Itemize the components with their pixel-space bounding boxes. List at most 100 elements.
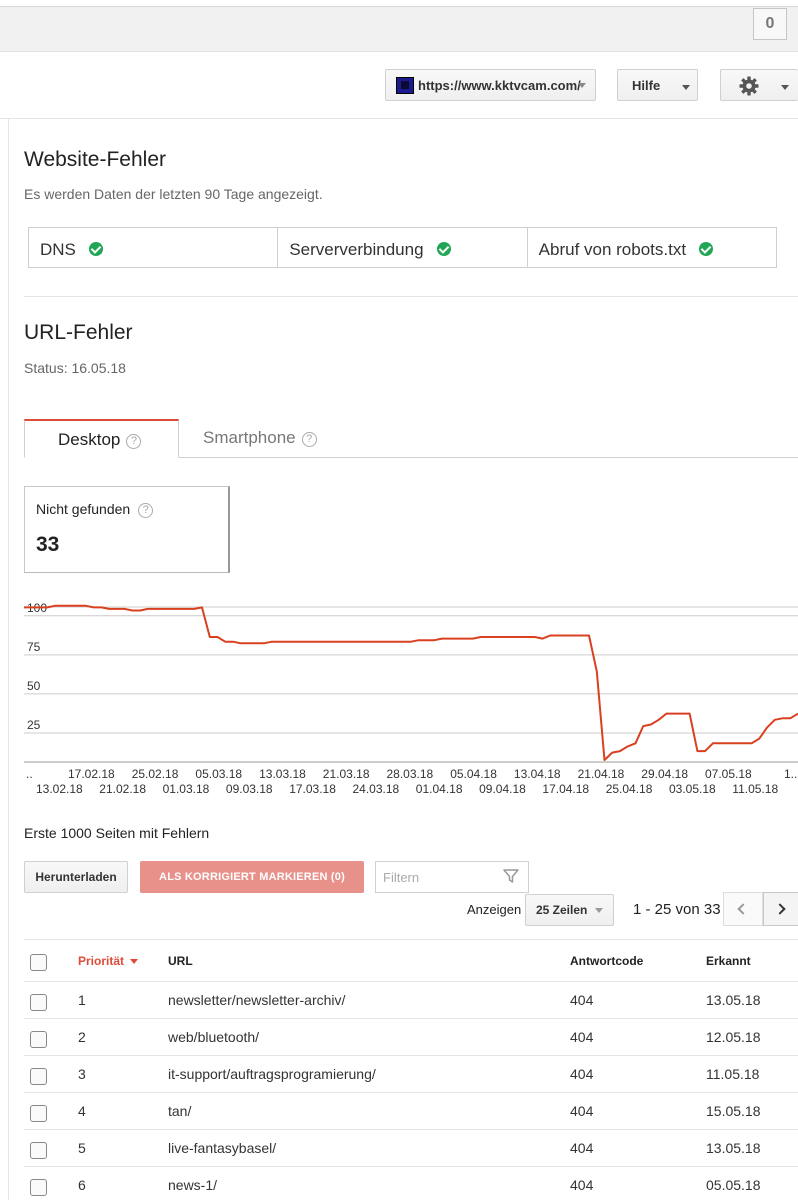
- x-tick-label: 01.04.18: [416, 782, 463, 796]
- chart-series-line: [24, 604, 798, 761]
- url-cell[interactable]: newsletter/newsletter-archiv/: [168, 981, 570, 1019]
- row-checkbox[interactable]: [30, 993, 47, 1011]
- chevron-down-icon: [578, 83, 586, 88]
- gear-icon: [739, 76, 759, 96]
- column-header-priority[interactable]: Priorität: [78, 939, 168, 982]
- next-page-button[interactable]: [763, 892, 798, 926]
- detected-date-cell: 11.05.18: [706, 1055, 798, 1093]
- url-cell[interactable]: news-1/: [168, 1166, 570, 1204]
- filter-input[interactable]: [381, 863, 499, 891]
- url-cell[interactable]: live-fantasybasel/: [168, 1129, 570, 1167]
- response-code-cell: 404: [570, 1166, 706, 1204]
- table-row[interactable]: 2 web/bluetooth/404 12.05.18: [24, 1018, 798, 1056]
- priority-cell: 6: [78, 1166, 168, 1204]
- tab-desktop[interactable]: Desktop?: [24, 419, 179, 458]
- row-checkbox-cell: [24, 1092, 78, 1130]
- url-cell[interactable]: it-support/auftragsprogramierung/: [168, 1055, 570, 1093]
- priority-cell: 5: [78, 1129, 168, 1167]
- pagination-range: 1 - 25 von 33: [633, 901, 721, 918]
- priority-cell: 3: [78, 1055, 168, 1093]
- not-found-metric-card[interactable]: Nicht gefunden? 33: [24, 486, 230, 573]
- row-checkbox-cell: [24, 1166, 78, 1204]
- x-tick-label: 05.04.18: [450, 767, 497, 781]
- tab-smartphone-label: Smartphone: [203, 428, 296, 447]
- previous-page-button[interactable]: [723, 892, 763, 926]
- help-button-label: Hilfe: [632, 78, 661, 93]
- x-tick-label: 13.02.18: [36, 782, 83, 796]
- help-circle-icon[interactable]: ?: [301, 432, 317, 447]
- dns-status-label: DNS: [40, 240, 76, 259]
- detected-date-cell: 13.05.18: [706, 1129, 798, 1167]
- x-tick-label: 09.04.18: [479, 782, 526, 796]
- x-tick-label: 07.05.18: [705, 767, 752, 781]
- content-left-rule: [8, 119, 9, 1200]
- x-tick-label: 17.04.18: [542, 782, 589, 796]
- x-tick-label: 21.02.18: [99, 782, 146, 796]
- y-tick-label: 50: [27, 679, 41, 693]
- row-checkbox-cell: [24, 1055, 78, 1093]
- row-checkbox[interactable]: [30, 1067, 47, 1085]
- chevron-down-icon: [595, 908, 603, 913]
- chevron-down-icon: [781, 85, 789, 90]
- row-checkbox[interactable]: [30, 1178, 47, 1196]
- table-row[interactable]: 6 news-1/404 05.05.18: [24, 1166, 798, 1204]
- x-tick-label: 29.04.18: [641, 767, 688, 781]
- response-code-cell: 404: [570, 1055, 706, 1093]
- table-title: Erste 1000 Seiten mit Fehlern: [24, 825, 210, 841]
- x-tick-label: 13.04.18: [514, 767, 561, 781]
- x-tick-label: 25.04.18: [606, 782, 653, 796]
- select-all-checkbox[interactable]: [30, 954, 47, 971]
- row-checkbox[interactable]: [30, 1030, 47, 1048]
- column-header-detected[interactable]: Erkannt: [706, 939, 798, 982]
- select-all-cell: [24, 939, 78, 982]
- x-tick-label: 28.03.18: [387, 767, 434, 781]
- x-tick-label: 24.03.18: [353, 782, 400, 796]
- detected-date-cell: 12.05.18: [706, 1018, 798, 1056]
- url-errors-status: Status: 16.05.18: [24, 360, 126, 376]
- server-connection-status[interactable]: Serververbindung: [278, 228, 528, 267]
- column-header-response-code[interactable]: Antwortcode: [570, 939, 706, 982]
- tab-smartphone[interactable]: Smartphone?: [203, 428, 317, 448]
- help-button[interactable]: Hilfe: [617, 69, 698, 101]
- dns-status[interactable]: DNS: [29, 228, 279, 267]
- settings-button[interactable]: [720, 69, 798, 101]
- row-checkbox[interactable]: [30, 1141, 47, 1159]
- response-code-cell: 404: [570, 1129, 706, 1167]
- priority-cell: 4: [78, 1092, 168, 1130]
- url-cell[interactable]: web/bluetooth/: [168, 1018, 570, 1056]
- column-header-url[interactable]: URL: [168, 939, 570, 982]
- rows-per-page-select[interactable]: 25 Zeilen: [525, 894, 614, 926]
- robots-txt-status[interactable]: Abruf von robots.txt: [528, 228, 776, 267]
- funnel-icon[interactable]: [503, 868, 519, 884]
- mark-as-fixed-button[interactable]: ALS KORRIGIERT MARKIEREN (0): [140, 861, 364, 893]
- table-row[interactable]: 3 it-support/auftragsprogramierung/404 11.…: [24, 1055, 798, 1093]
- table-row[interactable]: 4 tan/404 15.05.18: [24, 1092, 798, 1130]
- priority-cell: 1: [78, 981, 168, 1019]
- show-label: Anzeigen: [467, 902, 522, 917]
- top-bar: [0, 6, 798, 52]
- row-checkbox[interactable]: [30, 1104, 47, 1122]
- row-checkbox-cell: [24, 1129, 78, 1167]
- help-circle-icon[interactable]: ?: [126, 434, 142, 449]
- url-errors-title: URL-Fehler: [24, 321, 133, 344]
- x-tick-label: 17.03.18: [289, 782, 336, 796]
- table-row[interactable]: 5 live-fantasybasel/404 13.05.18: [24, 1129, 798, 1167]
- response-code-cell: 404: [570, 1092, 706, 1130]
- x-tick-label: 21.03.18: [323, 767, 370, 781]
- download-button[interactable]: Herunterladen: [24, 861, 128, 893]
- url-cell[interactable]: tan/: [168, 1092, 570, 1130]
- priority-cell: 2: [78, 1018, 168, 1056]
- row-checkbox-cell: [24, 981, 78, 1019]
- x-tick-label: 13.03.18: [259, 767, 306, 781]
- filter-field[interactable]: [375, 861, 529, 893]
- chevron-right-icon: [774, 903, 786, 915]
- url-errors-table: Priorität URL Antwortcode Erkannt 1 newsl…: [24, 939, 798, 1204]
- y-tick-label: 25: [27, 718, 41, 732]
- not-found-label: Nicht gefunden?: [36, 501, 154, 518]
- site-selector[interactable]: https://www.kktvcam.com/: [385, 69, 596, 101]
- help-circle-icon[interactable]: ?: [138, 503, 154, 518]
- x-tick-label: ..: [26, 767, 33, 781]
- table-row[interactable]: 1 newsletter/newsletter-archiv/404 13.05.1…: [24, 981, 798, 1019]
- notification-count[interactable]: 0: [753, 8, 787, 40]
